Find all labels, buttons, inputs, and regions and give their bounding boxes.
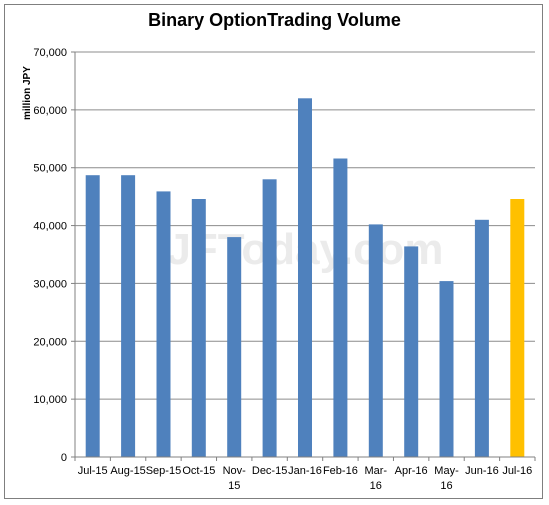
bar [404, 246, 419, 457]
y-tick-label: 0 [61, 452, 67, 464]
x-tick-labels: Jul-15 Aug-15 Sep-15 Oct-15 Nov- 15 Dec-15 Jan-… [74, 457, 536, 492]
bar [510, 199, 525, 457]
bar [262, 179, 277, 458]
x-tick-label: Jul-16 [502, 465, 532, 477]
x-tick-label: May- [434, 465, 459, 477]
x-tick-label: Apr-16 [395, 465, 428, 477]
x-tick-label: Oct-15 [182, 465, 215, 477]
x-tick-label: Sep-15 [146, 465, 181, 477]
bar [191, 199, 206, 457]
bar [121, 175, 136, 457]
x-tick-label: Nov- [223, 465, 247, 477]
bar [368, 224, 383, 457]
bar [439, 281, 454, 457]
x-tick-label: 16 [370, 480, 382, 492]
y-tick-label: 10,000 [33, 394, 67, 406]
x-tick-label: Mar- [364, 465, 387, 477]
chart-title: Binary OptionTrading Volume [148, 10, 401, 30]
bar [85, 175, 100, 457]
y-tick-label: 60,000 [33, 105, 67, 117]
x-tick-label: 16 [440, 480, 452, 492]
bar [156, 191, 171, 457]
bar [333, 158, 348, 457]
x-tick-label: Jan-16 [288, 465, 322, 477]
y-tick-label: 50,000 [33, 163, 67, 175]
x-tick-label: Jul-15 [78, 465, 108, 477]
x-tick-label: Dec-15 [252, 465, 287, 477]
bar [298, 98, 312, 458]
y-tick-label: 30,000 [33, 278, 67, 290]
x-tick-label: Aug-15 [110, 465, 145, 477]
y-tick-label: 20,000 [33, 336, 67, 348]
axes [74, 52, 535, 458]
x-tick-label: Jun-16 [465, 465, 499, 477]
y-tick-label: 40,000 [33, 221, 67, 233]
bars [85, 98, 525, 458]
y-tick-label: 70,000 [33, 47, 67, 59]
y-tick-labels: 0 10,000 20,000 30,000 40,000 50,000 60,000 70,… [33, 47, 75, 464]
x-tick-label: Feb-16 [323, 465, 358, 477]
x-tick-label: 15 [228, 480, 240, 492]
bar [474, 219, 489, 457]
bar [227, 237, 242, 457]
